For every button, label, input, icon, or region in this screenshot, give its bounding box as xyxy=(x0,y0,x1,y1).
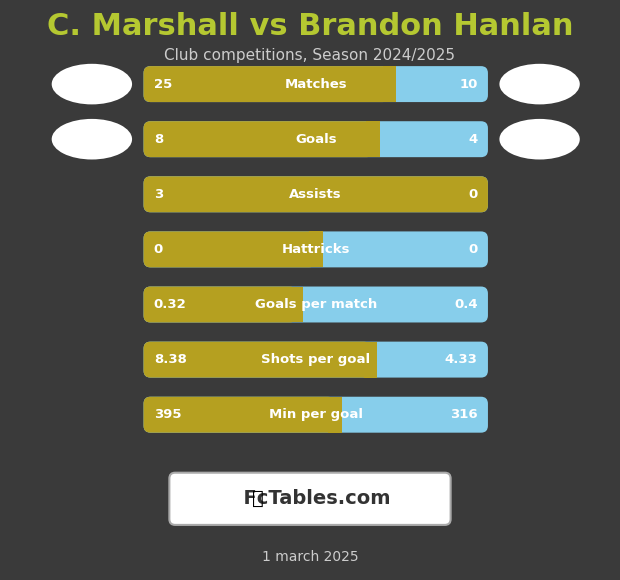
FancyBboxPatch shape xyxy=(383,66,396,102)
Text: Goals per match: Goals per match xyxy=(255,298,377,311)
Text: Shots per goal: Shots per goal xyxy=(261,353,370,366)
FancyBboxPatch shape xyxy=(290,287,303,322)
Ellipse shape xyxy=(500,119,580,160)
Text: Matches: Matches xyxy=(285,78,347,90)
FancyBboxPatch shape xyxy=(144,342,371,378)
FancyBboxPatch shape xyxy=(144,66,488,102)
FancyBboxPatch shape xyxy=(144,176,488,212)
Text: Club competitions, Season 2024/2025: Club competitions, Season 2024/2025 xyxy=(164,48,456,63)
FancyBboxPatch shape xyxy=(144,121,373,157)
FancyBboxPatch shape xyxy=(144,287,488,322)
Text: 0.32: 0.32 xyxy=(154,298,187,311)
FancyBboxPatch shape xyxy=(366,121,380,157)
FancyBboxPatch shape xyxy=(144,231,316,267)
FancyBboxPatch shape xyxy=(363,342,378,378)
Text: 4: 4 xyxy=(468,133,477,146)
Text: 8: 8 xyxy=(154,133,163,146)
FancyBboxPatch shape xyxy=(144,397,488,433)
Text: Assists: Assists xyxy=(290,188,342,201)
Text: Goals: Goals xyxy=(295,133,337,146)
Text: 316: 316 xyxy=(450,408,477,421)
Text: 0: 0 xyxy=(154,243,163,256)
Text: 10: 10 xyxy=(459,78,477,90)
FancyBboxPatch shape xyxy=(144,66,389,102)
FancyBboxPatch shape xyxy=(144,287,296,322)
FancyBboxPatch shape xyxy=(144,176,488,212)
FancyBboxPatch shape xyxy=(144,342,488,378)
Text: 0: 0 xyxy=(468,243,477,256)
Text: Min per goal: Min per goal xyxy=(268,408,363,421)
Text: 1 march 2025: 1 march 2025 xyxy=(262,550,358,564)
FancyBboxPatch shape xyxy=(328,397,342,433)
Ellipse shape xyxy=(500,64,580,104)
Text: 8.38: 8.38 xyxy=(154,353,187,366)
Ellipse shape xyxy=(51,119,132,160)
FancyBboxPatch shape xyxy=(144,231,488,267)
Text: 📊: 📊 xyxy=(252,490,264,508)
Text: 395: 395 xyxy=(154,408,182,421)
Text: 4.33: 4.33 xyxy=(445,353,477,366)
FancyBboxPatch shape xyxy=(309,231,322,267)
Text: 0: 0 xyxy=(468,188,477,201)
Ellipse shape xyxy=(51,64,132,104)
FancyBboxPatch shape xyxy=(144,397,335,433)
Text: Hattricks: Hattricks xyxy=(281,243,350,256)
Text: C. Marshall vs Brandon Hanlan: C. Marshall vs Brandon Hanlan xyxy=(46,12,574,41)
FancyBboxPatch shape xyxy=(169,473,451,525)
FancyBboxPatch shape xyxy=(144,121,488,157)
Text: 0.4: 0.4 xyxy=(454,298,477,311)
Text: 3: 3 xyxy=(154,188,163,201)
Text: FcTables.com: FcTables.com xyxy=(230,490,390,508)
Text: 25: 25 xyxy=(154,78,172,90)
